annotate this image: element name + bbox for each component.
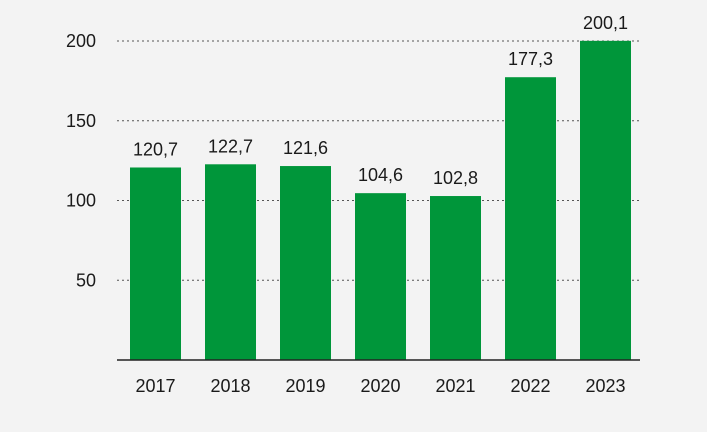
bar-2019 [280,166,331,360]
category-label: 2022 [510,376,550,396]
value-label: 200,1 [583,13,628,33]
value-label: 177,3 [508,49,553,69]
value-label: 102,8 [433,168,478,188]
bar-2023 [580,40,631,360]
value-label: 104,6 [358,165,403,185]
y-tick-label: 100 [66,191,96,211]
bar-2021 [430,196,481,360]
category-label: 2021 [435,376,475,396]
y-tick-label: 150 [66,111,96,131]
y-tick-label: 50 [76,270,96,290]
bar-2018 [205,164,256,360]
bar-2022 [505,77,556,361]
bars [130,40,631,361]
category-label: 2020 [360,376,400,396]
y-tick-labels: 50 100 150 200 [66,31,96,290]
category-labels: 2017 2018 2019 2020 2021 2022 2023 [135,376,625,396]
value-label: 122,7 [208,136,253,156]
category-label: 2023 [585,376,625,396]
category-label: 2017 [135,376,175,396]
category-label: 2019 [285,376,325,396]
bar-2020 [355,193,406,360]
value-labels: 120,7 122,7 121,6 104,6 102,8 177,3 200,1 [133,13,628,188]
category-label: 2018 [210,376,250,396]
y-tick-label: 200 [66,31,96,51]
bar-2017 [130,167,181,360]
value-label: 121,6 [283,138,328,158]
value-label: 120,7 [133,139,178,159]
